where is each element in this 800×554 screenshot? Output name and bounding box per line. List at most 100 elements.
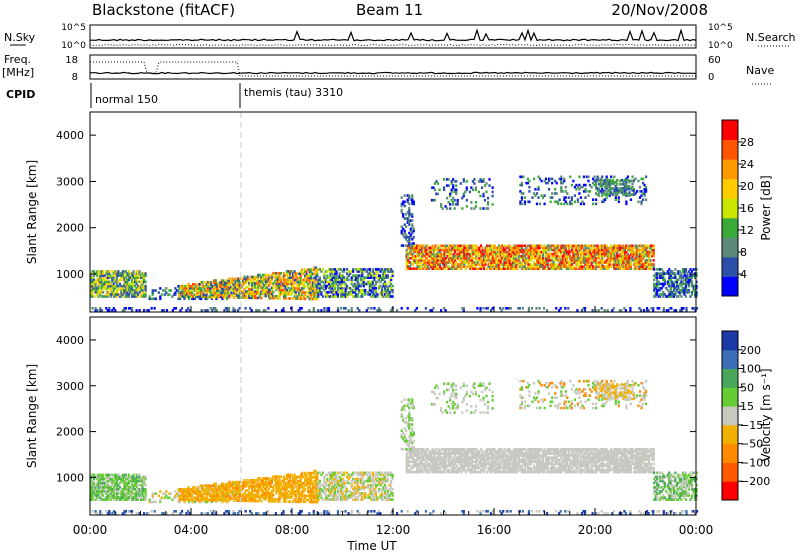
power-cell (299, 274, 302, 278)
power-cell (620, 263, 623, 266)
power-cell (215, 297, 218, 301)
power-cell (186, 287, 189, 290)
power-cell (341, 270, 344, 273)
power-cell (282, 290, 286, 294)
power-cell (461, 250, 464, 254)
velocity-cell (225, 482, 228, 486)
power-cell (440, 257, 443, 260)
power-cell (620, 252, 623, 256)
power-cell (489, 261, 492, 264)
power-cell (203, 309, 206, 312)
velocity-cell (123, 488, 126, 491)
power-cell (356, 280, 359, 284)
power-cell (599, 182, 602, 186)
power-cell (575, 248, 578, 252)
power-cell (402, 227, 405, 231)
power-cell (377, 309, 381, 312)
velocity-cell (123, 492, 126, 495)
power-cell (692, 286, 695, 290)
power-cell (187, 287, 190, 290)
velocity-cell (94, 483, 97, 487)
power-cell (570, 267, 573, 270)
power-cell (610, 265, 613, 268)
power-cell (251, 288, 254, 291)
power-cell (308, 291, 311, 294)
power-cell (140, 295, 143, 298)
power-cell (358, 274, 361, 277)
power-cell (340, 293, 343, 296)
power-cell (182, 291, 186, 294)
power-cell (514, 267, 517, 270)
power-cell (534, 257, 537, 260)
power-cell (677, 284, 680, 288)
power-cell (374, 295, 377, 298)
power-cell (492, 265, 495, 268)
power-cell (355, 274, 358, 277)
power-cell (514, 248, 517, 252)
power-cell (611, 246, 614, 250)
power-cell (614, 244, 617, 248)
power-cell (380, 295, 384, 298)
power-cell (476, 254, 479, 258)
power-cell (100, 278, 103, 282)
power-cell (640, 244, 643, 248)
power-cell (400, 208, 403, 212)
power-cell (114, 295, 117, 298)
power-cell (625, 180, 628, 184)
power-cell (652, 307, 655, 310)
power-cell (272, 296, 275, 300)
power-cell (123, 307, 126, 310)
power-cell (552, 254, 555, 258)
power-cell (120, 286, 123, 290)
power-cell (535, 202, 539, 206)
power-cell (198, 295, 201, 299)
power-cell (573, 254, 576, 258)
power-cell (563, 261, 566, 264)
power-cell (187, 284, 190, 288)
power-cell (343, 268, 346, 271)
power-cell (549, 265, 552, 268)
power-cell (566, 261, 569, 264)
power-cell (601, 200, 604, 204)
power-cell (610, 175, 613, 179)
nsky-tick-bottom: 10^0 (61, 41, 86, 51)
power-cell (373, 295, 376, 298)
power-cell (453, 190, 456, 194)
power-cell (479, 254, 483, 258)
power-cell (558, 177, 561, 181)
power-cell (605, 250, 608, 254)
velocity-cell (129, 486, 132, 489)
velocity-cell (195, 490, 198, 493)
power-cell (517, 254, 520, 258)
power-cell (649, 263, 652, 266)
power-cell (654, 291, 657, 294)
power-cell (446, 207, 449, 210)
power-cell (694, 274, 697, 277)
velocity-cell (90, 494, 93, 497)
power-cell (601, 254, 604, 258)
velocity-cell (108, 496, 111, 499)
power-cell (376, 280, 379, 284)
power-cell (140, 293, 143, 296)
power-cell (680, 288, 683, 292)
power-cell (284, 274, 287, 277)
velocity-cell (234, 493, 237, 496)
power-cell (520, 192, 523, 195)
power-cell (529, 254, 533, 258)
power-cell (201, 285, 204, 288)
power-cell (190, 293, 193, 296)
power-cell (444, 205, 447, 208)
power-cell (257, 288, 260, 291)
power-cell (432, 198, 435, 202)
power-cell (177, 289, 180, 292)
power-cell (138, 276, 141, 279)
power-cell (677, 291, 680, 294)
power-cell (287, 278, 290, 281)
power-cell (361, 293, 364, 296)
power-cell (137, 286, 140, 290)
power-cell (602, 265, 605, 268)
power-cell (620, 187, 623, 190)
power-cell (111, 270, 114, 273)
power-cell (532, 267, 536, 270)
power-cell (580, 309, 584, 312)
